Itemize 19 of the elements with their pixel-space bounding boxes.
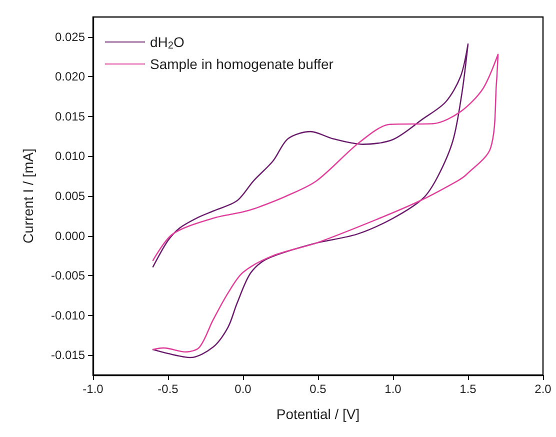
y-tick-label: 0.005 [54,189,86,203]
y-tick-label: 0.010 [54,149,86,164]
y-tick-label: -0.010 [50,308,86,322]
y-tick-label: -0.015 [50,348,86,362]
x-axis-title: Potential / [V] [276,406,360,422]
x-tick-label: 2.0 [534,382,552,396]
x-tick-label: -1.0 [82,382,104,396]
x-tick-label: -0.5 [158,382,179,396]
x-tick-label: 1.5 [460,382,477,396]
x-tick-label: 0.5 [310,382,327,396]
y-tick-label: 0.025 [54,30,86,44]
x-tick-label: 1.0 [384,382,402,396]
y-tick-label: 0.020 [54,70,86,84]
x-tick-label: 0.0 [234,382,252,396]
y-tick-label: -0.005 [50,268,86,283]
y-axis-title: Current I / [mA] [20,148,36,244]
legend-label: Sample in homogenate buffer [150,56,334,72]
y-tick-label: 0.015 [54,109,86,124]
y-tick-label: 0.000 [54,228,86,243]
